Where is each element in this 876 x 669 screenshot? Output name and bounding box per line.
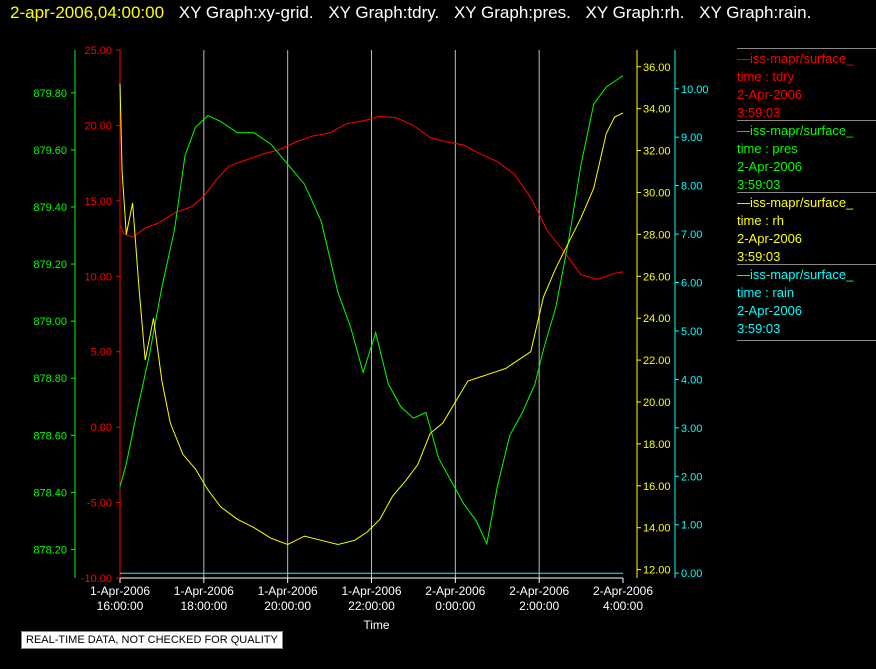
legend-entry-rain: —iss-mapr/surface_ time : rain 2-Apr-200… — [737, 264, 876, 342]
x-tick-label: 2-Apr-2006 — [593, 584, 653, 598]
rain-tick-label: 7.00 — [681, 229, 702, 241]
legend-variable: time : rain — [737, 285, 795, 300]
rain-tick-label: 2.00 — [681, 471, 702, 483]
pres-tick-label: 879.00 — [33, 316, 67, 328]
rain-tick-label: 0.00 — [681, 568, 702, 580]
header-title-tdry: XY Graph:tdry. — [328, 3, 440, 22]
tdry-series-line — [119, 115, 624, 280]
tdry-tick-label: -5.00 — [87, 498, 112, 510]
legend-rule — [737, 48, 876, 49]
legend-entry-tdry: —iss-mapr/surface_ time : tdry 2-Apr-200… — [737, 48, 876, 122]
rh-tick-label: 28.00 — [643, 229, 671, 241]
legend-date: 2-Apr-2006 — [737, 231, 803, 246]
pres-tick-label: 878.60 — [33, 430, 67, 442]
rain-tick-label: 4.00 — [681, 374, 702, 386]
rh-tick-label: 16.00 — [643, 481, 671, 493]
x-tick-label: 16:00:00 — [97, 599, 144, 613]
rh-tick-label: 12.00 — [643, 565, 671, 577]
rh-tick-label: 32.00 — [643, 146, 671, 158]
legend-rule — [737, 120, 876, 121]
legend-variable: time : rh — [737, 213, 784, 228]
rh-tick-label: 36.00 — [643, 62, 671, 74]
legend-rule — [737, 192, 876, 193]
header-title-grid: XY Graph:xy-grid. — [178, 3, 314, 22]
tdry-tick-label: 20.00 — [84, 120, 112, 132]
rain-tick-label: 1.00 — [681, 520, 702, 532]
rh-tick-label: 24.00 — [643, 313, 671, 325]
rh-tick-label: 18.00 — [643, 439, 671, 451]
pres-tick-label: 878.20 — [33, 544, 67, 556]
legend-date: 2-Apr-2006 — [737, 303, 803, 318]
tdry-tick-label: -10.00 — [81, 573, 112, 585]
legend-time: 3:59:03 — [737, 105, 781, 120]
x-tick-label: 1-Apr-2006 — [258, 584, 318, 598]
graph-header: 2-apr-2006,04:00:00 XY Graph:xy-grid. XY… — [10, 2, 821, 24]
rain-tick-label: 6.00 — [681, 278, 702, 290]
x-tick-label: 1-Apr-2006 — [341, 584, 401, 598]
legend-date: 2-Apr-2006 — [737, 87, 803, 102]
legend-entry-pres: —iss-mapr/surface_ time : pres 2-Apr-200… — [737, 120, 876, 194]
pres-tick-label: 879.20 — [33, 259, 67, 271]
pres-tick-label: 878.80 — [33, 373, 67, 385]
rh-tick-label: 20.00 — [643, 397, 671, 409]
tdry-tick-label: 10.00 — [84, 271, 112, 283]
legend-source: —iss-mapr/surface_ — [737, 51, 854, 66]
rh-tick-label: 34.00 — [643, 104, 671, 116]
header-title-rh: XY Graph:rh. — [585, 3, 685, 22]
pres-tick-label: 879.40 — [33, 202, 67, 214]
legend-source: —iss-mapr/surface_ — [737, 123, 854, 138]
x-tick-label: 0:00:00 — [435, 599, 475, 613]
x-tick-label: 22:00:00 — [348, 599, 395, 613]
x-tick-label: 1-Apr-2006 — [90, 584, 150, 598]
rain-tick-label: 5.00 — [681, 326, 702, 338]
tdry-tick-label: 5.00 — [91, 347, 112, 359]
pres-tick-label: 879.60 — [33, 145, 67, 157]
legend-variable: time : pres — [737, 141, 798, 156]
rain-tick-label: 10.00 — [681, 84, 709, 96]
rain-tick-label: 9.00 — [681, 132, 702, 144]
x-tick-label: 20:00:00 — [264, 599, 311, 613]
tdry-tick-label: 15.00 — [84, 196, 112, 208]
header-time: 2-apr-2006,04:00:00 — [10, 3, 165, 22]
legend-time: 3:59:03 — [737, 321, 781, 336]
legend-source: —iss-mapr/surface_ — [737, 195, 854, 210]
tdry-tick-label: 25.00 — [84, 45, 112, 57]
legend-variable: time : tdry — [737, 69, 795, 84]
x-tick-label: 2:00:00 — [519, 599, 559, 613]
x-tick-label: 18:00:00 — [180, 599, 227, 613]
header-title-pres: XY Graph:pres. — [453, 3, 571, 22]
rh-tick-label: 30.00 — [643, 187, 671, 199]
rain-tick-label: 8.00 — [681, 181, 702, 193]
x-tick-label: 4:00:00 — [603, 599, 643, 613]
rh-tick-label: 22.00 — [643, 355, 671, 367]
header-title-rain: XY Graph:rain. — [699, 3, 812, 22]
x-tick-label: 2-Apr-2006 — [425, 584, 485, 598]
x-tick-label: 1-Apr-2006 — [174, 584, 234, 598]
legend-time: 3:59:03 — [737, 249, 781, 264]
x-axis-label: Time — [363, 618, 390, 632]
tdry-tick-label: 0.00 — [91, 422, 112, 434]
rh-tick-label: 26.00 — [643, 271, 671, 283]
pres-tick-label: 879.80 — [33, 88, 67, 100]
rain-tick-label: 3.00 — [681, 423, 702, 435]
pres-series-line — [119, 75, 624, 546]
quality-warning: REAL-TIME DATA, NOT CHECKED FOR QUALITY — [21, 631, 283, 649]
rh-series-line — [119, 83, 624, 546]
legend-entry-rh: —iss-mapr/surface_ time : rh 2-Apr-2006 … — [737, 192, 876, 266]
rh-tick-label: 14.00 — [643, 523, 671, 535]
x-tick-label: 2-Apr-2006 — [509, 584, 569, 598]
legend-rule — [737, 340, 876, 341]
legend-rule — [737, 264, 876, 265]
legend-date: 2-Apr-2006 — [737, 159, 803, 174]
legend-time: 3:59:03 — [737, 177, 781, 192]
legend-source: —iss-mapr/surface_ — [737, 267, 854, 282]
pres-tick-label: 878.40 — [33, 487, 67, 499]
